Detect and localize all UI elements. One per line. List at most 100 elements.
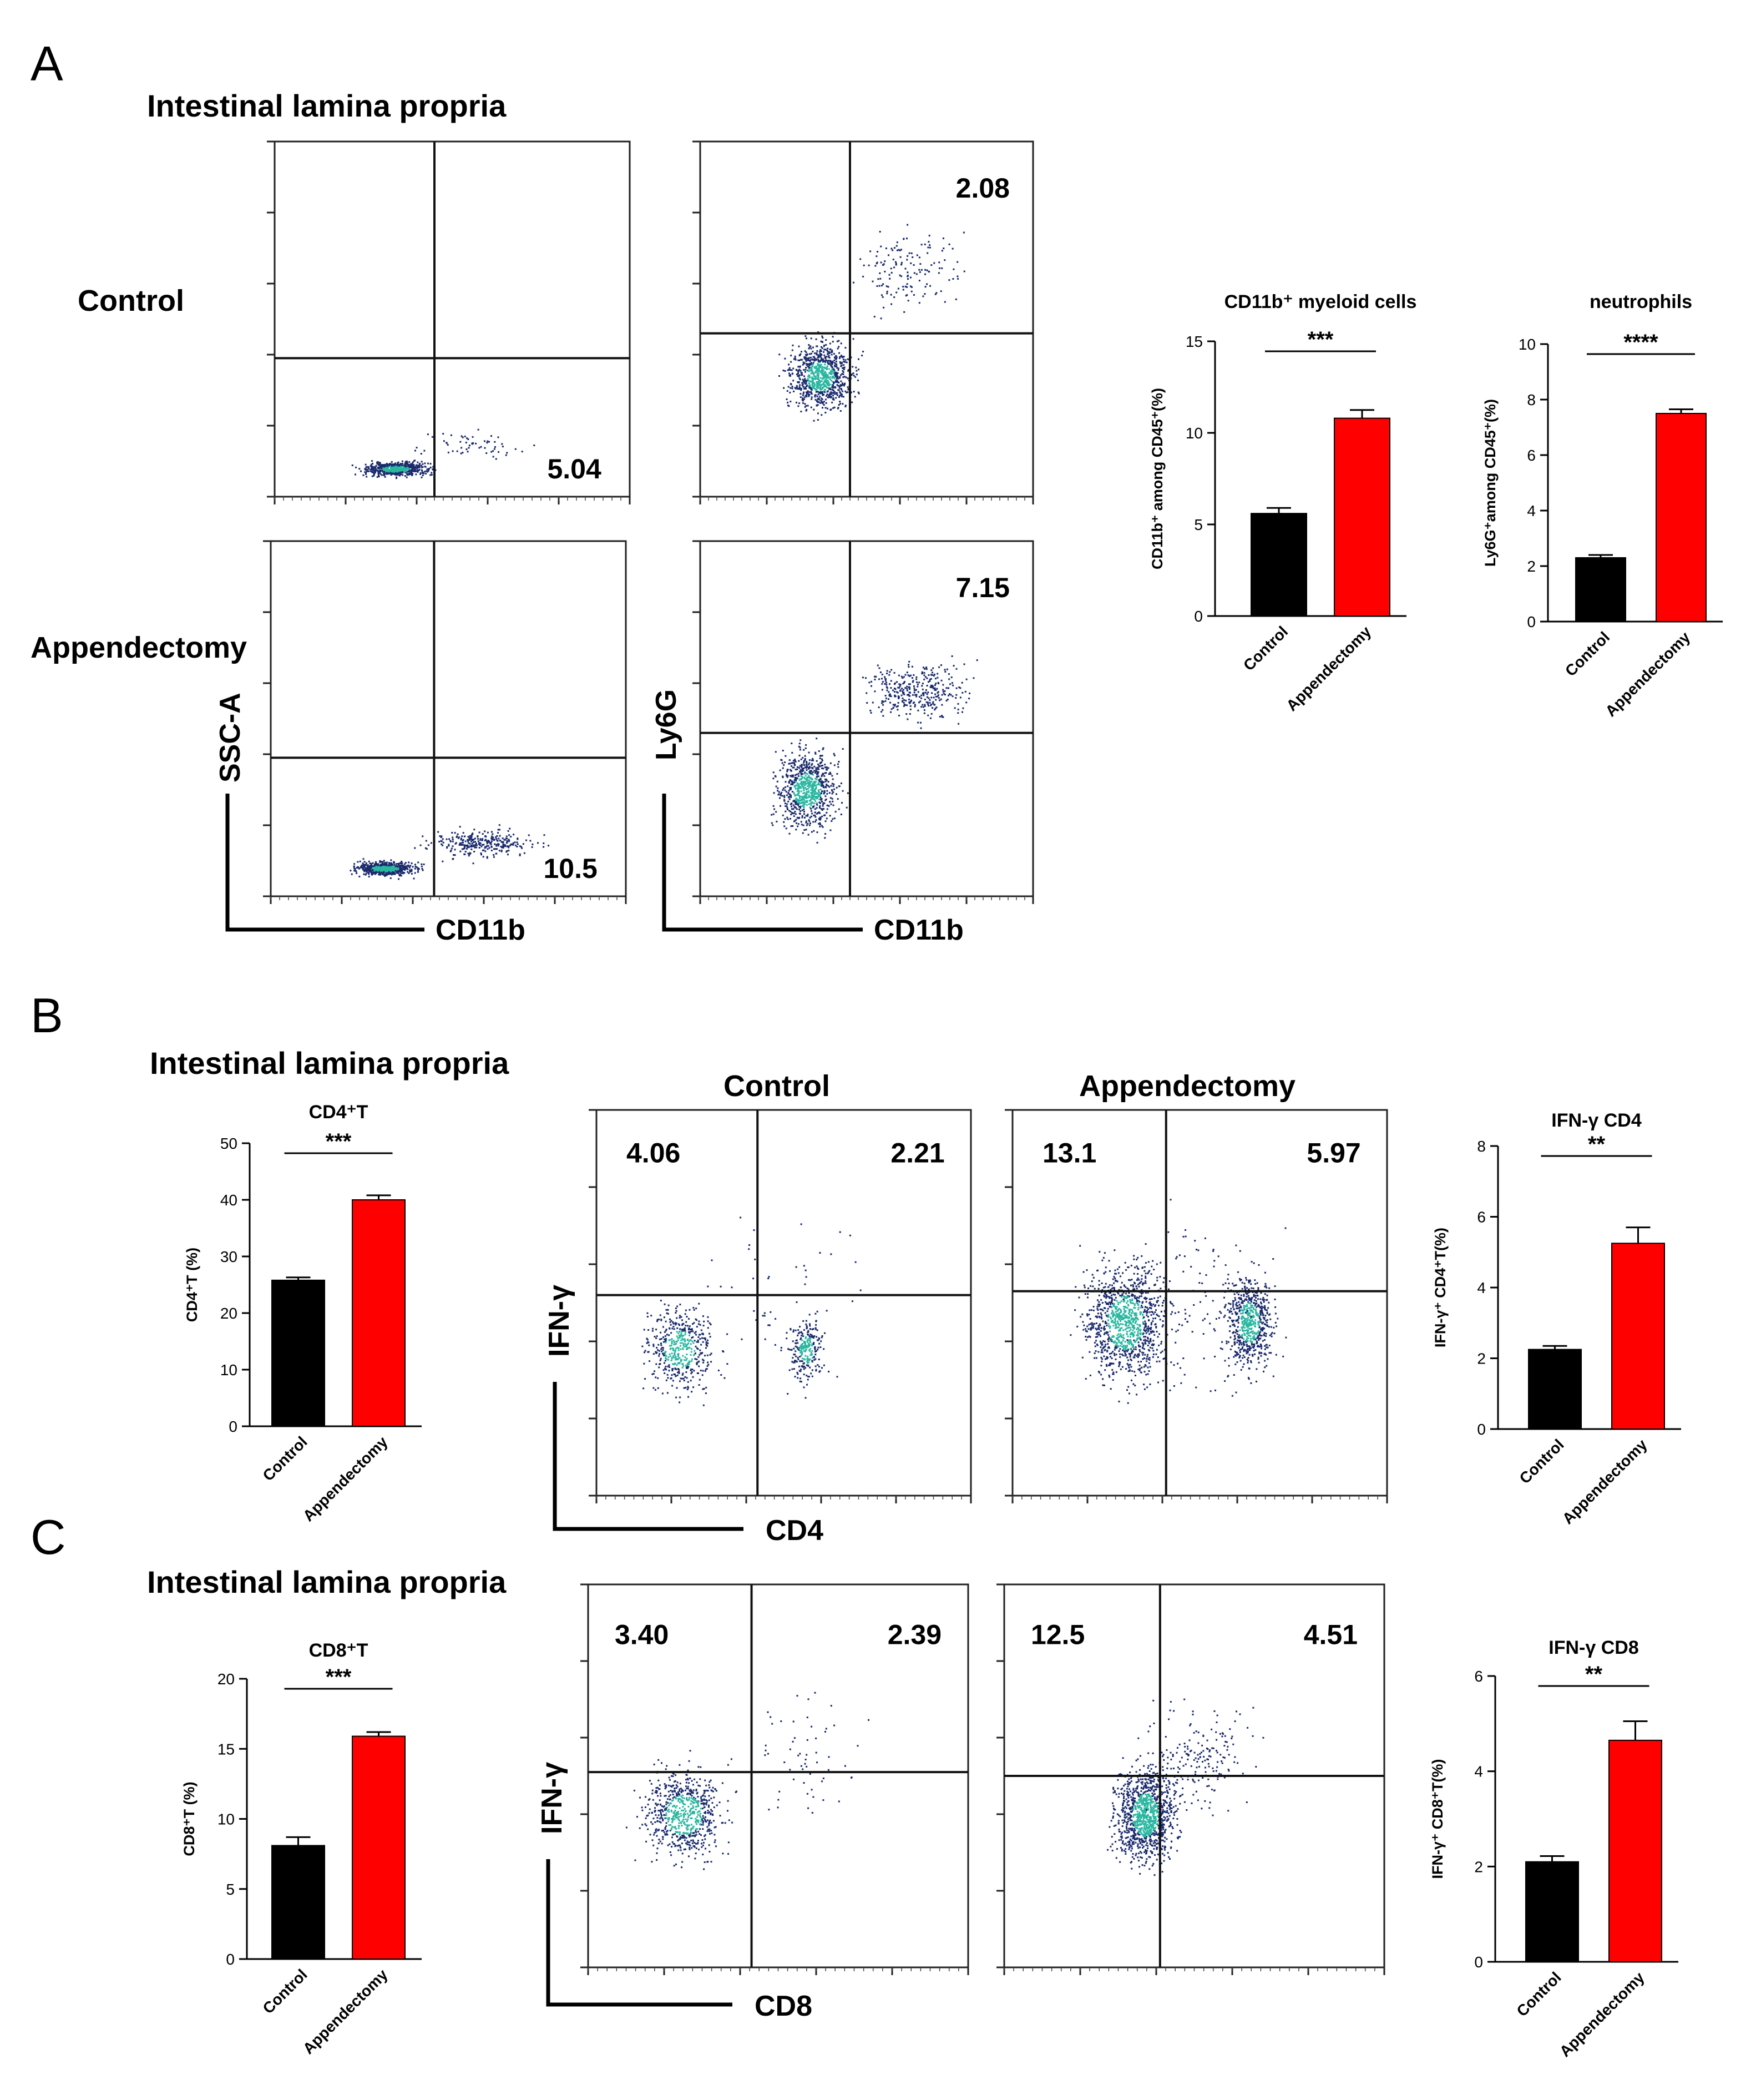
flow-event — [694, 1340, 696, 1342]
flow-event — [802, 1335, 804, 1337]
flow-event — [425, 840, 427, 842]
flow-event — [822, 377, 824, 380]
flow-event — [823, 360, 826, 362]
flow-event — [821, 398, 823, 401]
flow-event — [485, 839, 487, 841]
flow-event — [819, 356, 822, 358]
flow-event — [822, 402, 824, 405]
flow-event — [700, 1344, 702, 1346]
flow-event — [808, 368, 811, 370]
flow-event — [810, 356, 812, 359]
flow-event — [908, 666, 910, 668]
flow-event — [919, 700, 922, 703]
flow-event — [439, 835, 441, 837]
flow-event — [813, 805, 815, 807]
flow-event — [468, 447, 470, 449]
flow-event — [389, 469, 391, 471]
flow-event — [494, 843, 496, 845]
flow-event — [475, 846, 478, 849]
flow-event — [935, 706, 938, 709]
flow-event — [508, 839, 510, 841]
flow-event — [830, 365, 832, 366]
flow-event — [788, 810, 791, 812]
flow-event — [805, 1348, 807, 1350]
flow-plot-frame — [274, 140, 631, 498]
flow-event — [925, 668, 928, 670]
flow-event — [819, 817, 822, 820]
flow-event — [806, 393, 808, 395]
flow-event — [382, 861, 384, 863]
flow-event — [470, 844, 473, 846]
flow-event — [933, 704, 935, 706]
flow-event — [820, 391, 822, 393]
flow-event — [790, 387, 792, 389]
flow-event — [939, 267, 940, 269]
flow-event — [812, 788, 814, 790]
flow-event — [501, 841, 503, 843]
flow-event — [847, 391, 849, 393]
flow-event — [678, 1370, 680, 1372]
flow-event — [839, 377, 841, 379]
flow-event — [827, 360, 829, 362]
flow-event — [692, 1323, 694, 1325]
flow-event — [808, 1314, 811, 1316]
flow-event — [944, 670, 947, 673]
flow-event — [389, 465, 392, 467]
flow-event — [644, 1351, 645, 1354]
flow-event — [665, 1341, 667, 1344]
flow-event — [690, 1343, 692, 1345]
flow-event — [482, 833, 484, 835]
flow-event — [843, 368, 845, 370]
flow-event — [924, 698, 926, 700]
flow-event — [378, 476, 380, 477]
flow-event — [421, 470, 423, 472]
flow-event — [793, 1329, 794, 1331]
flow-event — [821, 380, 823, 382]
flow-event — [672, 1325, 675, 1327]
flow-event — [507, 830, 509, 832]
flow-event — [687, 1386, 689, 1388]
flow-event — [374, 863, 376, 865]
flow-event — [892, 704, 894, 706]
flow-event — [816, 367, 818, 369]
flow-event — [936, 688, 938, 690]
flow-event — [669, 1321, 671, 1323]
flow-event — [450, 434, 452, 436]
flow-event — [442, 841, 444, 844]
flow-event — [399, 468, 401, 470]
flow-event — [802, 1365, 804, 1367]
flow-event — [497, 845, 499, 847]
flow-event — [499, 840, 502, 842]
flow-event — [827, 376, 829, 378]
flow-event — [813, 1356, 815, 1359]
flow-event — [918, 696, 920, 698]
flow-event — [519, 853, 521, 855]
flow-event — [809, 800, 812, 802]
flow-event — [827, 785, 829, 787]
flow-event — [677, 1323, 680, 1325]
flow-event — [803, 369, 805, 371]
flow-event — [818, 369, 820, 371]
flow-event — [660, 1348, 662, 1350]
flow-event — [826, 808, 828, 810]
flow-event — [837, 375, 839, 377]
flow-event — [422, 463, 424, 465]
flow-event — [680, 1330, 682, 1332]
flow-event — [942, 684, 944, 686]
flow-event — [796, 1361, 798, 1363]
flow-event — [480, 446, 482, 448]
flow-event — [408, 465, 410, 467]
flow-event — [962, 711, 963, 713]
flow-event — [672, 1347, 675, 1350]
flow-event — [876, 285, 878, 287]
flow-event — [890, 267, 892, 270]
flow-event — [904, 285, 907, 287]
flow-event — [801, 351, 802, 353]
flow-event — [657, 1387, 659, 1389]
flow-event — [470, 836, 472, 839]
flow-event — [930, 674, 932, 676]
flow-event — [677, 1354, 679, 1356]
flow-event — [817, 796, 819, 798]
flow-event — [801, 373, 803, 375]
flow-event — [441, 843, 443, 845]
